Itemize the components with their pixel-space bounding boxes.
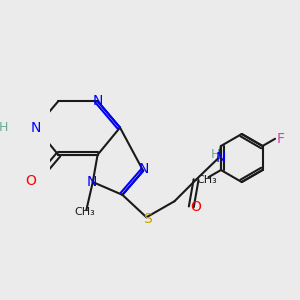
Text: N: N <box>92 94 103 108</box>
Text: CH₃: CH₃ <box>196 175 217 184</box>
Text: F: F <box>277 132 285 146</box>
Text: H: H <box>211 148 220 160</box>
Text: CH₃: CH₃ <box>74 208 95 218</box>
Text: O: O <box>26 174 37 188</box>
Text: S: S <box>143 212 152 226</box>
Text: N: N <box>216 151 226 165</box>
Text: N: N <box>31 121 41 135</box>
Text: H: H <box>0 121 8 134</box>
Text: N: N <box>139 162 149 176</box>
Text: O: O <box>190 200 201 214</box>
Text: N: N <box>87 175 97 189</box>
